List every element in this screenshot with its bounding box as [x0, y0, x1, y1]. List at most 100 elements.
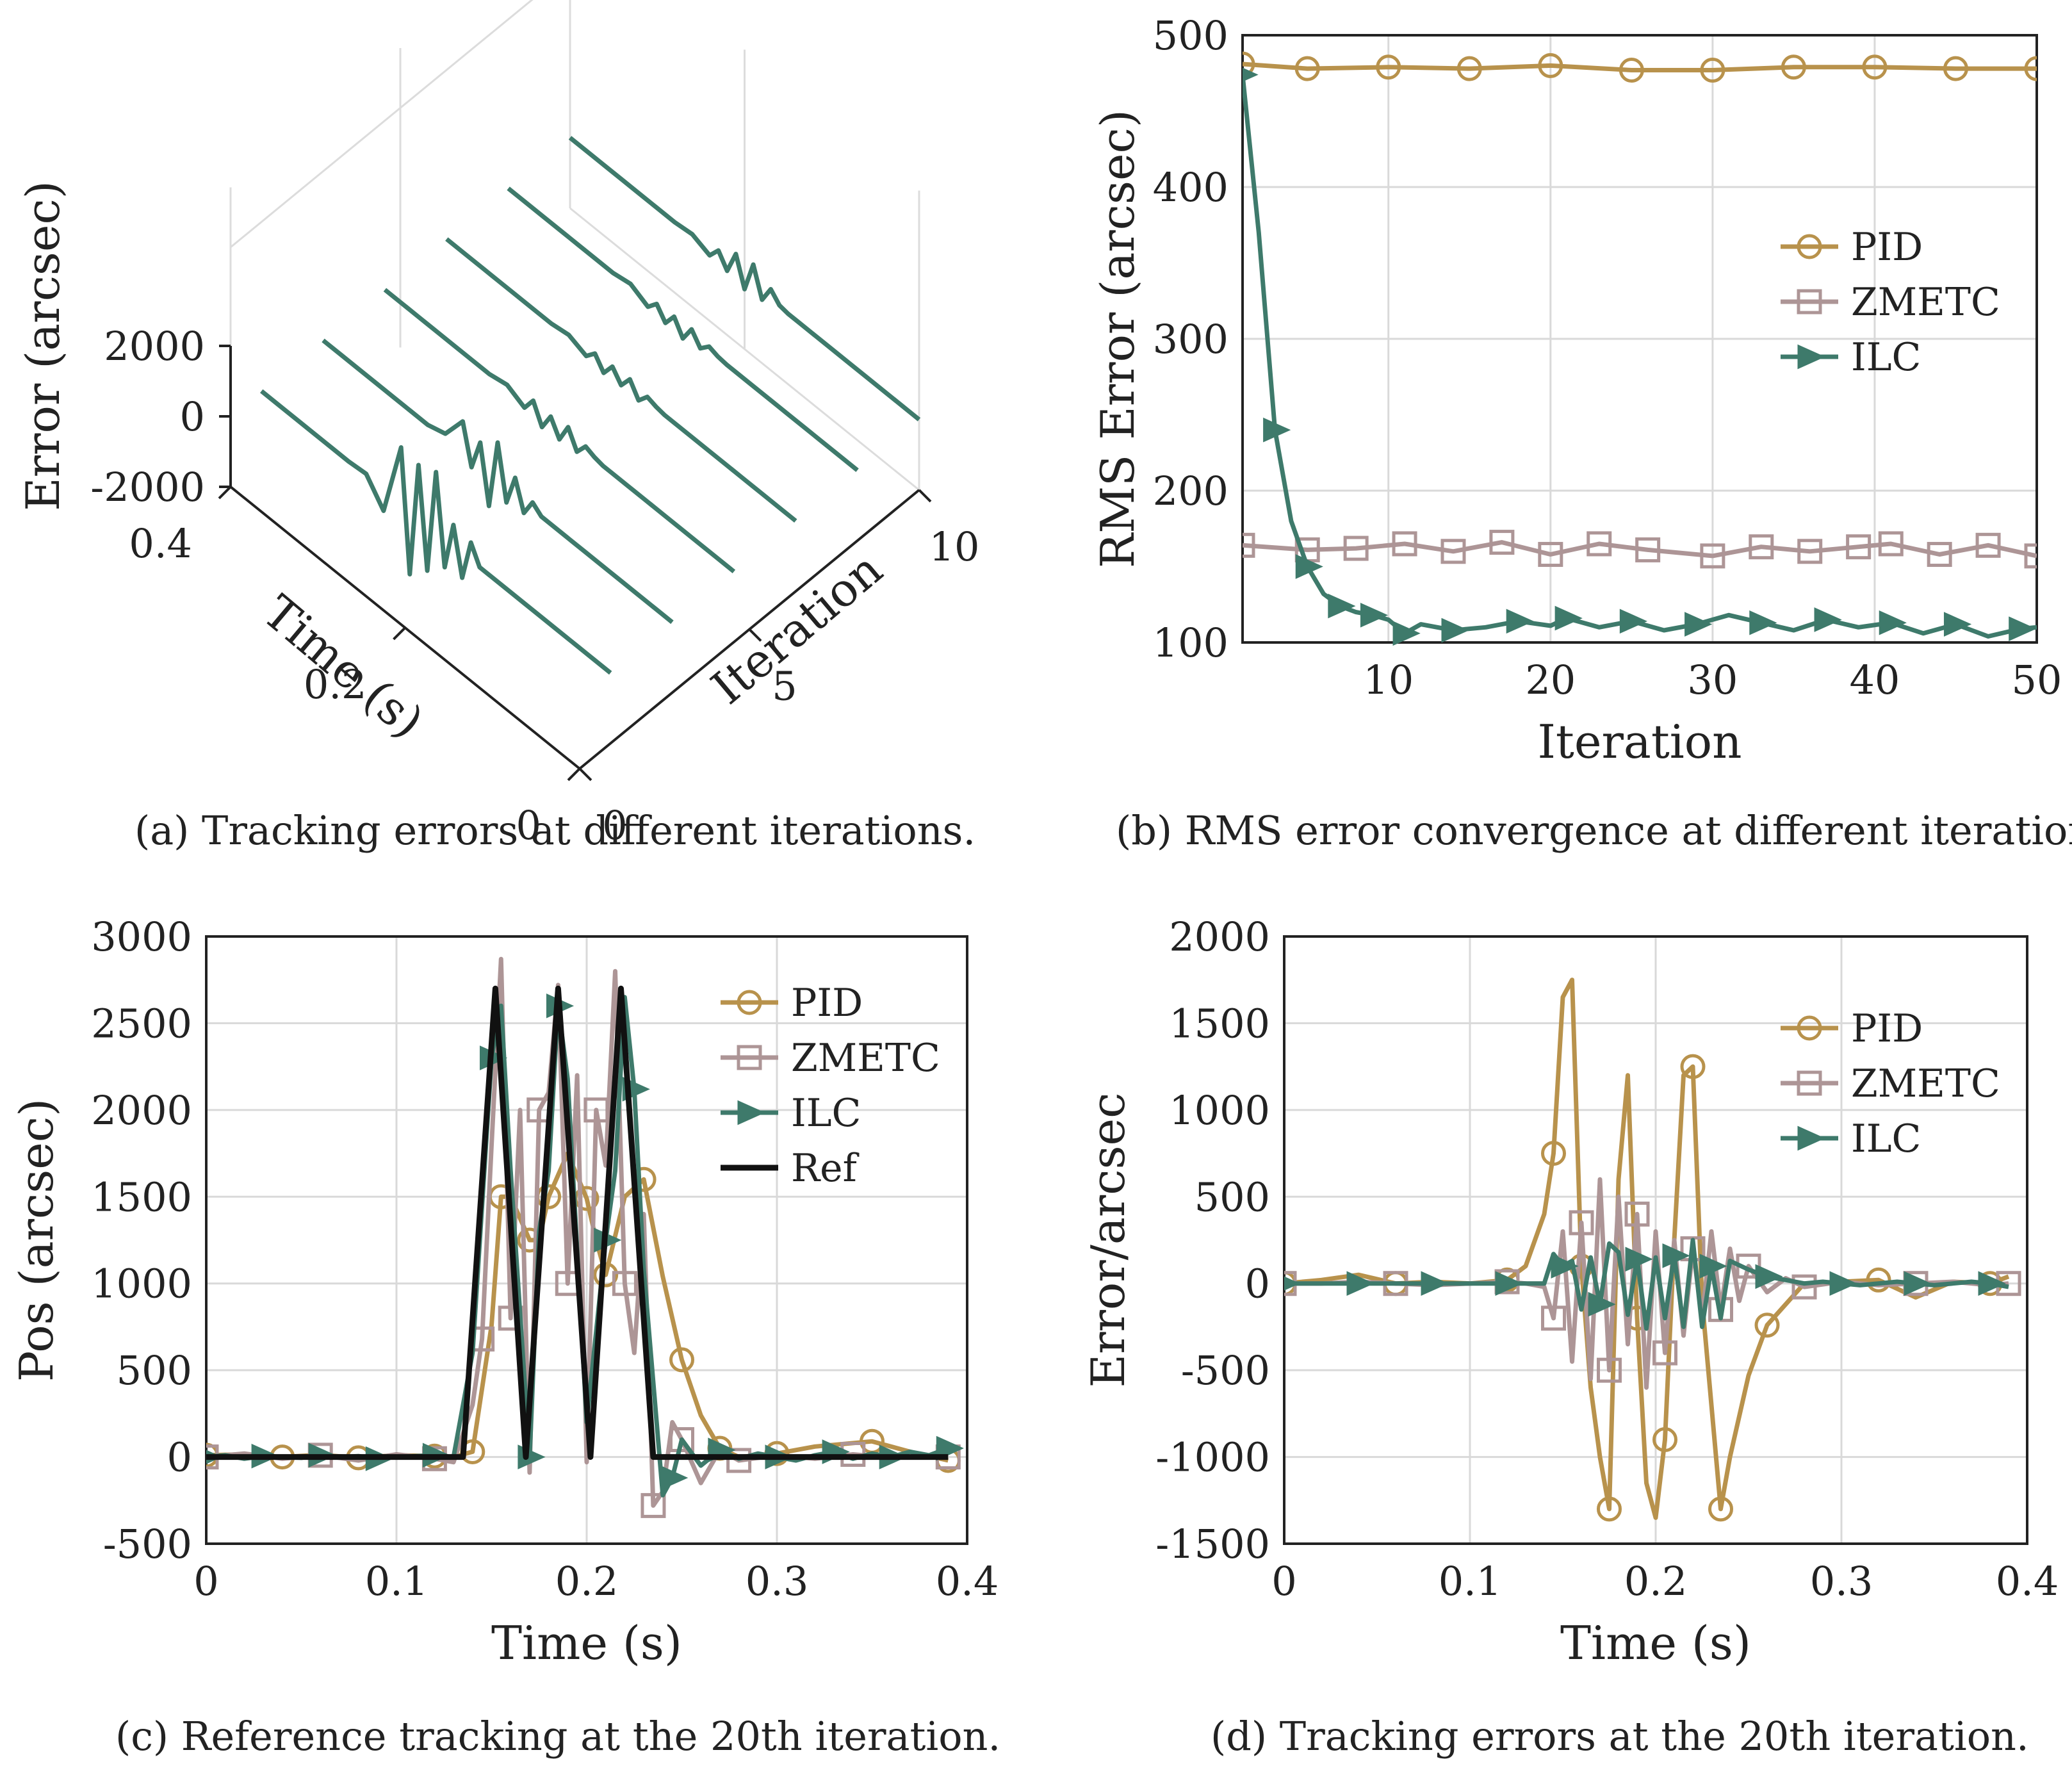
marker-zmetc	[1846, 534, 1872, 560]
marker-zmetc	[1343, 535, 1369, 561]
marker-zmetc	[1538, 542, 1563, 568]
marker-ilc	[1243, 67, 1259, 82]
marker-zmetc	[1587, 531, 1612, 557]
series-group	[1243, 51, 2037, 646]
time-tick	[218, 486, 232, 500]
y-axis-label: Error/arcsec	[1081, 1093, 1135, 1388]
y-tick-label: -500	[1181, 1347, 1270, 1394]
y-tick-label: -1000	[1155, 1434, 1270, 1481]
marker-zmetc	[640, 1492, 666, 1518]
x-tick-label: 40	[1849, 657, 1900, 703]
time-tick	[393, 626, 406, 641]
time-tick-label: 0.2	[304, 661, 367, 708]
time-tick-label: 0.4	[129, 520, 192, 567]
marker-zmetc	[669, 1426, 694, 1452]
marker-ilc	[1392, 621, 1421, 646]
y-tick-label: 1000	[91, 1261, 192, 1307]
marker-pid	[1597, 1496, 1622, 1522]
y-tick-label: 300	[1153, 316, 1228, 363]
caption-b: (b) RMS error convergence at different i…	[1116, 807, 2072, 854]
marker-ilc	[1619, 609, 1648, 634]
marker-zmetc	[1624, 1201, 1650, 1227]
iteration-tick-label: 10	[929, 523, 980, 570]
error-tick-label: 0	[180, 393, 205, 440]
marker-ilc	[1904, 1271, 1932, 1296]
x-tick-label: 10	[1363, 657, 1414, 703]
time-tick-label: 0	[516, 802, 541, 849]
legend: PID ZMETC ILC	[1781, 1006, 2000, 1161]
x-tick-label: 0.4	[936, 1558, 999, 1605]
marker-pid	[1754, 1312, 1780, 1338]
marker-pid	[1243, 51, 1255, 77]
trace-line	[568, 136, 921, 421]
x-tick-label: 0.1	[1439, 1558, 1502, 1605]
y-tick-label: 0	[167, 1434, 192, 1481]
marker-ilc	[1284, 1276, 1300, 1291]
legend: PID ZMETC ILC Ref	[721, 981, 940, 1191]
x-tick-label: 0.3	[746, 1558, 809, 1605]
marker-ilc	[1699, 1254, 1727, 1279]
marker-ilc	[936, 1435, 964, 1461]
plot-frame	[1283, 935, 2028, 1545]
series-group	[1284, 977, 2021, 1522]
y-tick-label: 500	[1195, 1173, 1270, 1220]
caption-d: (d) Tracking errors at the 20th iteratio…	[1211, 1713, 2029, 1760]
trace-line	[322, 338, 674, 625]
marker-zmetc	[1878, 531, 1904, 557]
trace-line	[507, 186, 859, 472]
marker-ilc	[1829, 1271, 1857, 1296]
marker-pid	[1708, 1496, 1733, 1522]
marker-pid	[1652, 1426, 1677, 1452]
y-axis-label: Pos (arcsec)	[10, 1099, 63, 1382]
panel-b-rms-convergence: 10 20 30 40 50 100 200 300 400 500 Iteration RMS Er…	[1091, 12, 2062, 769]
marker-ilc	[660, 1465, 689, 1491]
marker-pid	[1700, 58, 1725, 83]
error-axis-label: Error (arcsec)	[16, 181, 70, 511]
marker-zmetc	[1749, 534, 1774, 560]
marker-zmetc	[1635, 537, 1661, 562]
plot-frame	[1241, 34, 2038, 644]
y-axis-label: RMS Error (arcsec)	[1091, 110, 1145, 568]
x-axis-label: Iteration	[1537, 715, 1742, 769]
x-tick-label: 0	[193, 1558, 218, 1605]
marker-ilc	[1506, 609, 1534, 634]
marker-zmetc	[1700, 543, 1725, 569]
marker-pid	[2024, 56, 2037, 81]
marker-ilc	[1588, 1291, 1616, 1317]
y-tick-label: 1000	[1169, 1087, 1270, 1134]
y-tick-label: 2000	[1169, 913, 1270, 960]
marker-ilc	[1749, 610, 1777, 635]
marker-zmetc	[1243, 532, 1255, 558]
legend-label-pid: PID	[1851, 1006, 1923, 1051]
y-tick-label: 1500	[1169, 1000, 1270, 1047]
y-tick-label: 1500	[91, 1173, 192, 1220]
legend-marker-zmetc	[737, 1045, 762, 1070]
marker-pid	[1680, 1054, 1706, 1079]
legend-label-pid: PID	[1851, 225, 1923, 270]
x-tick-label: 0.4	[1996, 1558, 2059, 1605]
y-tick-label: 500	[1153, 12, 1228, 59]
marker-zmetc	[2024, 543, 2037, 569]
y-tick-label: 2000	[91, 1087, 192, 1134]
marker-ilc	[1943, 612, 1972, 637]
series-line-ref	[206, 985, 949, 1460]
marker-ilc	[1685, 612, 1713, 637]
legend-label-pid: PID	[791, 981, 863, 1026]
legend-marker-zmetc	[1797, 1070, 1822, 1096]
marker-ilc	[1295, 554, 1323, 579]
y-tick-label: -1500	[1155, 1521, 1270, 1567]
marker-ilc	[1346, 1271, 1375, 1296]
marker-pid	[1619, 58, 1644, 83]
time-axis-label: Time (s)	[253, 585, 434, 749]
caption-a: (a) Tracking errors at different iterati…	[135, 807, 975, 854]
legend-label-ilc: ILC	[1851, 1116, 1921, 1161]
legend-label-zmetc: ZMETC	[791, 1036, 940, 1081]
y-tick-label: 200	[1153, 468, 1228, 514]
x-tick-label: 0	[1271, 1558, 1296, 1605]
marker-ilc	[1441, 617, 1469, 643]
x-tick-label: 20	[1525, 657, 1576, 703]
marker-pid	[1541, 1141, 1566, 1166]
marker-ilc	[1978, 1271, 2006, 1296]
marker-ilc	[1551, 1254, 1579, 1279]
